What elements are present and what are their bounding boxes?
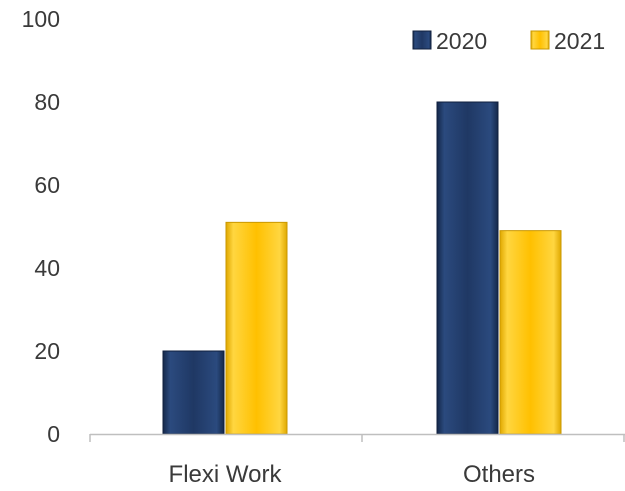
bars <box>162 101 562 435</box>
bar-flexi-work-2020 <box>162 350 225 435</box>
category-label-others: Others <box>463 461 535 488</box>
category-label-flexi-work: Flexi Work <box>169 461 283 488</box>
legend-label-2020: 2020 <box>436 28 487 54</box>
legend: 2020 2021 <box>412 28 605 54</box>
legend-label-2021: 2021 <box>554 28 605 54</box>
bar-flexi-work-2021 <box>225 221 288 435</box>
y-axis-ticks: 0 20 40 60 80 100 <box>22 6 60 447</box>
y-tick-label-40: 40 <box>34 255 60 281</box>
legend-swatch-2021 <box>530 30 550 50</box>
y-tick-label-60: 60 <box>34 172 60 198</box>
category-labels: Flexi Work Others <box>169 461 535 488</box>
y-tick-label-100: 100 <box>22 6 60 32</box>
y-tick-label-20: 20 <box>34 338 60 364</box>
bar-others-2020 <box>436 101 499 435</box>
y-tick-label-0: 0 <box>47 421 60 447</box>
bar-others-2021 <box>499 230 562 435</box>
x-axis-tick-marks <box>89 434 625 442</box>
y-tick-label-80: 80 <box>34 89 60 115</box>
legend-swatch-2020 <box>412 30 432 50</box>
